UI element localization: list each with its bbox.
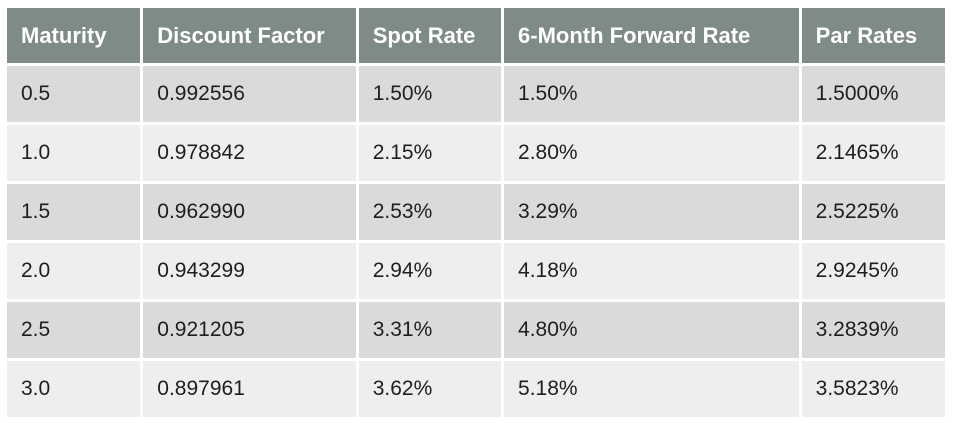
table-row: 2.5 0.921205 3.31% 4.80% 3.2839% (7, 302, 945, 358)
cell-discount-factor: 0.978842 (143, 125, 356, 181)
cell-spot-rate: 2.15% (358, 125, 502, 181)
cell-forward-rate: 5.18% (504, 361, 799, 417)
cell-maturity: 1.0 (7, 125, 141, 181)
cell-par-rate: 3.5823% (801, 361, 945, 417)
table-row: 2.0 0.943299 2.94% 4.18% 2.9245% (7, 243, 945, 299)
header-maturity: Maturity (7, 8, 141, 63)
cell-forward-rate: 4.18% (504, 243, 799, 299)
cell-maturity: 3.0 (7, 361, 141, 417)
cell-par-rate: 1.5000% (801, 66, 945, 122)
cell-maturity: 2.5 (7, 302, 141, 358)
cell-discount-factor: 0.962990 (143, 184, 356, 240)
cell-par-rate: 3.2839% (801, 302, 945, 358)
header-spot-rate: Spot Rate (358, 8, 502, 63)
rates-table: Maturity Discount Factor Spot Rate 6-Mon… (4, 5, 948, 420)
cell-par-rate: 2.1465% (801, 125, 945, 181)
cell-maturity: 2.0 (7, 243, 141, 299)
cell-spot-rate: 2.94% (358, 243, 502, 299)
cell-forward-rate: 3.29% (504, 184, 799, 240)
header-par-rates: Par Rates (801, 8, 945, 63)
cell-maturity: 0.5 (7, 66, 141, 122)
cell-spot-rate: 1.50% (358, 66, 502, 122)
header-discount-factor: Discount Factor (143, 8, 356, 63)
table-row: 3.0 0.897961 3.62% 5.18% 3.5823% (7, 361, 945, 417)
cell-discount-factor: 0.992556 (143, 66, 356, 122)
cell-maturity: 1.5 (7, 184, 141, 240)
table-row: 0.5 0.992556 1.50% 1.50% 1.5000% (7, 66, 945, 122)
cell-spot-rate: 3.62% (358, 361, 502, 417)
cell-forward-rate: 1.50% (504, 66, 799, 122)
cell-par-rate: 2.9245% (801, 243, 945, 299)
cell-discount-factor: 0.897961 (143, 361, 356, 417)
cell-spot-rate: 3.31% (358, 302, 502, 358)
cell-spot-rate: 2.53% (358, 184, 502, 240)
table-header-row: Maturity Discount Factor Spot Rate 6-Mon… (7, 8, 945, 63)
table-row: 1.0 0.978842 2.15% 2.80% 2.1465% (7, 125, 945, 181)
cell-forward-rate: 2.80% (504, 125, 799, 181)
cell-discount-factor: 0.943299 (143, 243, 356, 299)
header-forward-rate: 6-Month Forward Rate (504, 8, 799, 63)
cell-par-rate: 2.5225% (801, 184, 945, 240)
cell-discount-factor: 0.921205 (143, 302, 356, 358)
cell-forward-rate: 4.80% (504, 302, 799, 358)
rates-table-container: Maturity Discount Factor Spot Rate 6-Mon… (4, 5, 948, 420)
table-row: 1.5 0.962990 2.53% 3.29% 2.5225% (7, 184, 945, 240)
